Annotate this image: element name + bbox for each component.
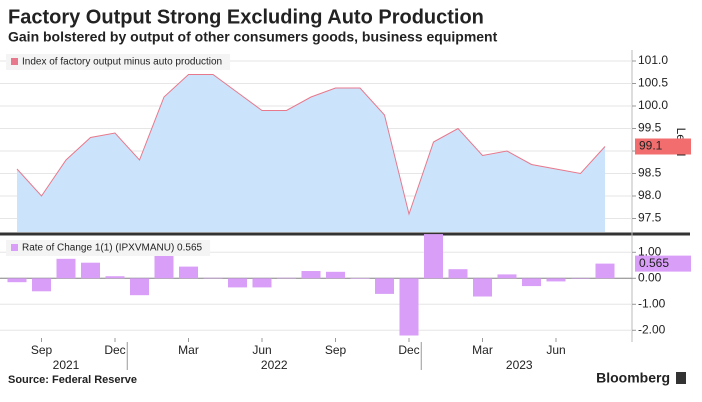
x-tick-label: Jun <box>252 343 271 357</box>
y-tick-label: 99.5 <box>638 121 662 135</box>
y-tick-label: 98.0 <box>638 188 662 202</box>
legend-label: Rate of Change 1(1) (IPXVMANU) 0.565 <box>22 243 203 254</box>
chart-title: Factory Output Strong Excluding Auto Pro… <box>8 6 484 28</box>
bar <box>473 278 492 297</box>
y-tick-label: -2.00 <box>638 322 666 336</box>
line <box>16 74 606 216</box>
y-tick-label: 1.00 <box>638 244 662 258</box>
bar <box>179 266 198 279</box>
y-tick-label: 98.5 <box>638 166 662 180</box>
bar <box>7 278 27 283</box>
last-value-tag <box>635 255 691 272</box>
bar <box>228 278 247 288</box>
last-value-tag <box>635 138 691 155</box>
last-value-label: 99.1 <box>639 139 663 153</box>
bar <box>326 271 345 279</box>
bar <box>448 269 468 279</box>
chart-subtitle: Gain bolstered by output of other consum… <box>8 29 498 45</box>
bar <box>424 234 443 279</box>
bar <box>56 258 76 279</box>
x-group-label: 2021 <box>53 358 80 372</box>
x-tick-label: Mar <box>472 343 493 357</box>
bar <box>375 278 394 294</box>
legend-box <box>6 54 231 70</box>
bar <box>497 274 517 279</box>
y-tick-label: 101.0 <box>638 53 668 67</box>
area <box>17 74 605 232</box>
y-tick-label: 0.00 <box>638 270 662 284</box>
legend-swatch <box>11 58 18 65</box>
x-tick-label: Jun <box>546 343 565 357</box>
x-tick-label: Mar <box>178 343 199 357</box>
x-group-label: 2022 <box>261 358 288 372</box>
legend-box <box>6 240 211 256</box>
x-tick-label: Dec <box>104 343 125 357</box>
brand: Bloomberg <box>596 370 670 386</box>
bar <box>203 277 223 279</box>
x-tick-label: Sep <box>325 343 347 357</box>
bar <box>546 278 566 282</box>
bar <box>301 271 321 279</box>
bar <box>32 278 51 292</box>
y-tick-label: 97.5 <box>638 211 662 225</box>
y-tick-label: 100.0 <box>638 98 668 112</box>
bar <box>277 277 296 279</box>
bar <box>350 278 370 279</box>
bar <box>81 262 100 279</box>
x-group-label: 2023 <box>506 358 533 372</box>
brand-icon <box>676 372 686 384</box>
bar <box>252 278 272 288</box>
y-tick-label: -1.00 <box>638 296 666 310</box>
x-tick-label: Dec <box>398 343 419 357</box>
bar <box>130 278 149 296</box>
bar <box>105 276 125 279</box>
last-value-label: 0.565 <box>639 256 669 270</box>
legend-label: Index of factory output minus auto produ… <box>22 57 222 68</box>
bar <box>399 278 419 336</box>
source: Source: Federal Reserve <box>8 374 137 386</box>
legend-swatch <box>11 244 18 251</box>
y-tick-label: 100.5 <box>638 76 668 90</box>
bar <box>595 263 615 279</box>
bar <box>571 278 590 279</box>
x-tick-label: Sep <box>31 343 53 357</box>
bar <box>522 278 541 287</box>
